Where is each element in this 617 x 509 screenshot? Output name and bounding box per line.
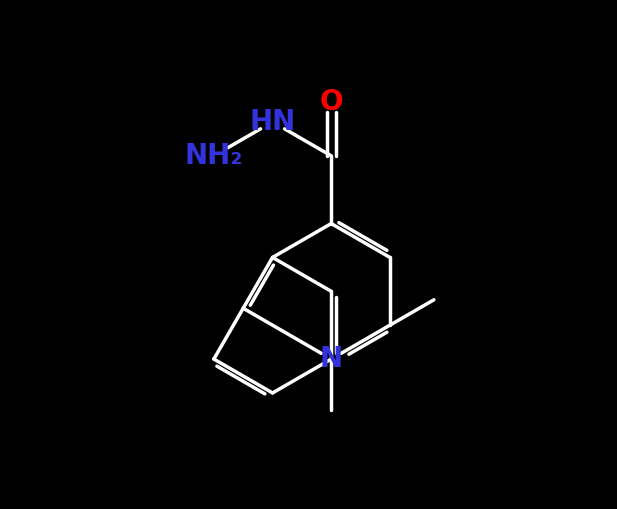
Text: O: O: [320, 88, 343, 116]
Text: N: N: [320, 345, 343, 373]
Text: HN: HN: [249, 108, 296, 136]
Text: NH₂: NH₂: [184, 142, 243, 170]
